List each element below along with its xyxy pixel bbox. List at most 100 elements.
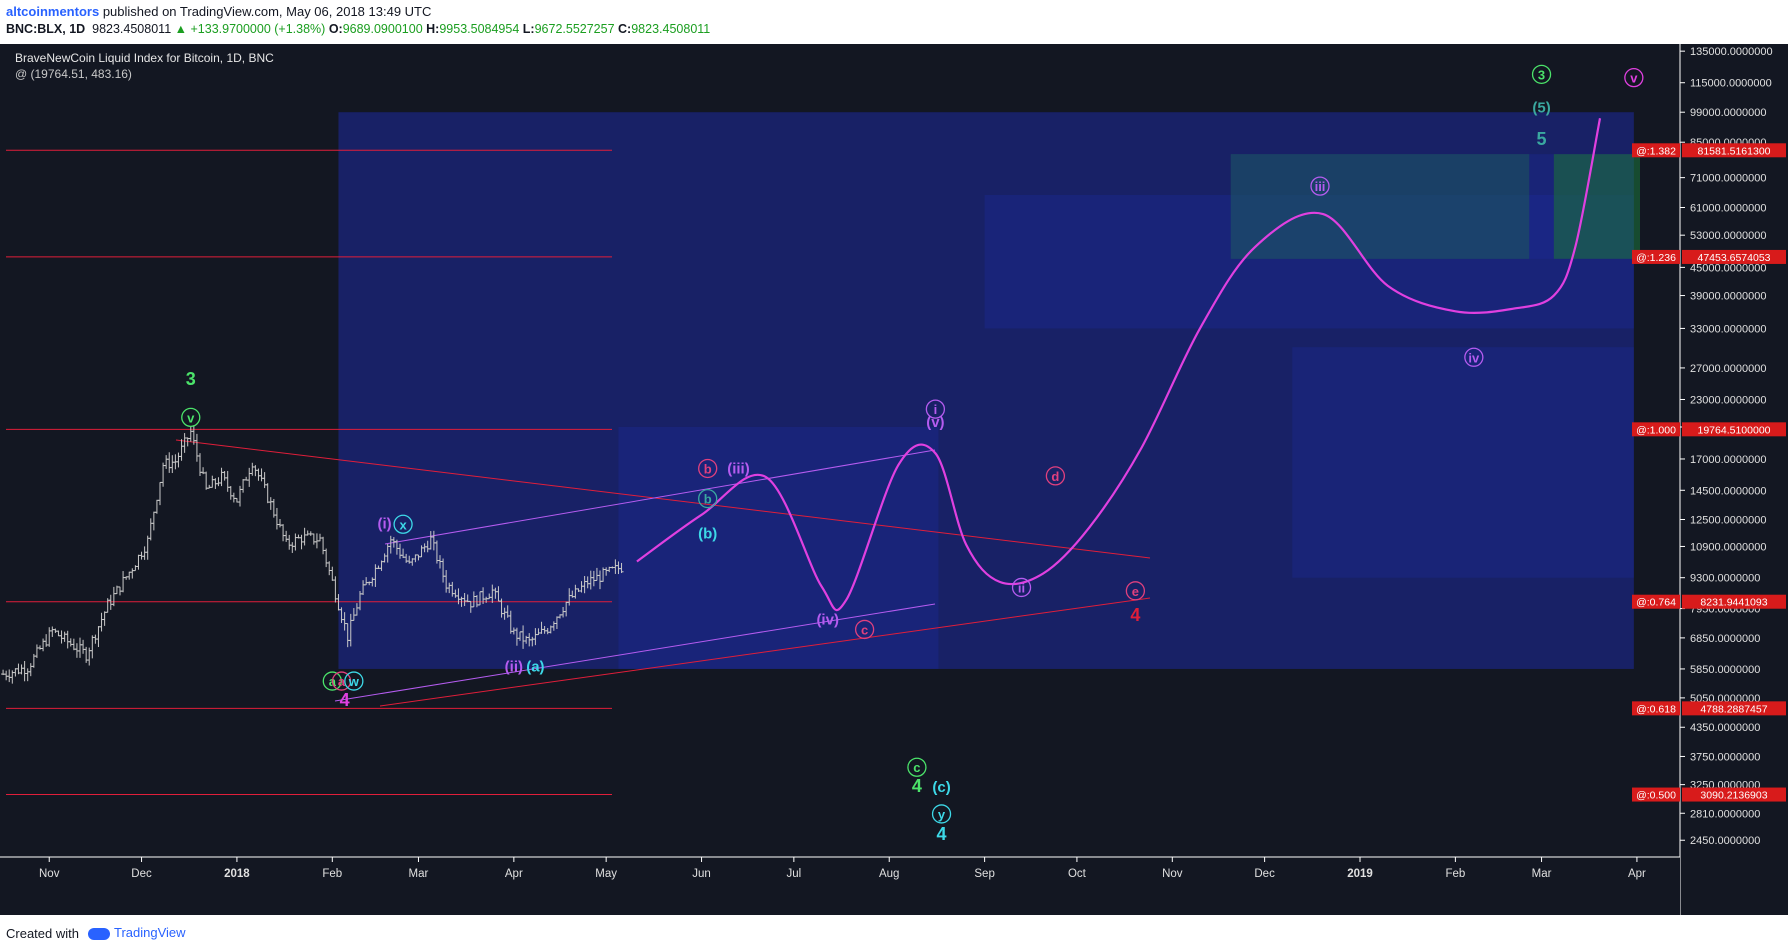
y-tick-label: 33000.0000000	[1690, 323, 1766, 335]
chart-header: altcoinmentors published on TradingView.…	[0, 0, 1788, 44]
y-tick-label: 6850.0000000	[1690, 633, 1760, 645]
fib-ratio-label: @:0.500	[1636, 790, 1676, 802]
y-tick-label: 12500.0000000	[1690, 514, 1766, 526]
x-tick-label: May	[595, 868, 617, 880]
fib-value-badge	[1682, 701, 1786, 716]
time-axis: Nov Dec 2018 Feb Mar Apr May Jun Jul Aug Sep Oct Nov…	[39, 857, 1646, 880]
wave-label: (iv)	[816, 612, 839, 629]
chart-footer: Created with TradingView	[0, 915, 1788, 951]
ohlc-line: BNC:BLX, 1D 9823.4508011 ▲ +133.9700000 …	[6, 22, 710, 36]
fib-value-label: 81581.5161300	[1698, 145, 1771, 157]
fib-ratio-badge	[1632, 787, 1680, 802]
projection-box	[1230, 154, 1530, 259]
wave-label: iii	[1315, 179, 1326, 194]
high-label: H:	[426, 22, 440, 36]
wave-label: ii	[1018, 580, 1025, 595]
y-tick-label: 135000.0000000	[1690, 46, 1773, 58]
wave-label: e	[1132, 584, 1139, 599]
trendline-upper-purple	[384, 449, 936, 545]
y-tick-label: 39000.0000000	[1690, 291, 1766, 303]
x-tick-label: Jul	[786, 868, 801, 880]
y-tick-label: 61000.0000000	[1690, 203, 1766, 215]
y-tick-label: 2810.0000000	[1690, 808, 1760, 820]
close-value: 9823.4508011	[631, 22, 711, 36]
published-text: published on TradingView.com, May 06, 20…	[102, 4, 432, 19]
high-value: 9953.5084954	[439, 22, 520, 36]
projection-curve	[636, 118, 1602, 612]
y-tick-label: 4350.0000000	[1690, 722, 1760, 734]
projection-box	[618, 426, 939, 669]
x-tick-label: Dec	[1254, 868, 1275, 880]
fib-ratio-badge	[1632, 143, 1680, 158]
y-tick-label: 9300.0000000	[1690, 573, 1760, 585]
time-axis-panel[interactable]	[0, 857, 1680, 915]
x-tick-label: Oct	[1068, 868, 1087, 880]
wave-label-circle	[1624, 67, 1644, 88]
wave-label: v	[187, 410, 195, 425]
chart-area[interactable]: 3 v (i) x a a w 4 (ii) (a) b (iii) b (b) (iv) c i (v) c 4 (c…	[0, 44, 1788, 915]
wave-label: a	[338, 674, 346, 689]
tradingview-brand-label: TradingView	[114, 925, 186, 940]
y-tick-label: 45000.0000000	[1690, 262, 1766, 274]
wave-label-circle	[181, 407, 201, 428]
low-label: L:	[522, 22, 535, 36]
candles	[1, 425, 624, 684]
trendline-upper-red	[175, 439, 1151, 559]
x-tick-label: Feb	[1445, 868, 1465, 880]
tradingview-logo-icon	[88, 927, 110, 940]
price-axis-panel[interactable]	[1680, 44, 1788, 915]
wave-label: (ii)	[505, 659, 523, 676]
fib-ratio-badge	[1632, 594, 1680, 609]
fib-ratio-label: @:0.764	[1636, 597, 1676, 609]
wave-label-circle	[1125, 581, 1146, 601]
last-price: 9823.4508011	[92, 22, 172, 36]
wave-label: (i)	[378, 516, 392, 533]
price-chart[interactable]: 3v(i) xa a w4(ii) (a)b (iii)b(b)(iv)ci(v)c4 (c…	[0, 44, 1788, 915]
x-tick-label: 2018	[224, 868, 250, 880]
fib-ratio-label: @:1.382	[1636, 145, 1676, 157]
wave-label-circle	[931, 804, 952, 824]
chart-title: BraveNewCoin Liquid Index for Bitcoin, 1…	[15, 51, 274, 65]
fib-value-label: 3090.2136903	[1700, 790, 1767, 802]
tradingview-brand[interactable]: TradingView	[88, 925, 186, 940]
wave-label-circle	[1045, 466, 1066, 486]
created-with-text: Created with	[6, 926, 79, 941]
wave-label: (v)	[926, 414, 944, 431]
wave-label-circle	[698, 458, 718, 479]
wave-label-circle	[698, 488, 718, 509]
fib-ratio-badge	[1632, 701, 1680, 716]
wave-label: 3	[1538, 67, 1545, 82]
wave-label: iv	[1468, 350, 1480, 365]
projection-box	[1292, 347, 1634, 578]
wave-label: c	[913, 760, 920, 775]
wave-label-circle	[393, 514, 413, 534]
fib-value-badge	[1682, 787, 1786, 802]
wave-label: 4	[340, 690, 350, 710]
y-tick-label: 2450.0000000	[1690, 835, 1760, 847]
close-label: C:	[618, 22, 632, 36]
wave-label: c	[861, 622, 868, 637]
x-tick-label: Mar	[1532, 868, 1552, 880]
fib-ratio-label: @:1.236	[1636, 252, 1676, 264]
fib-value-badge	[1682, 249, 1786, 264]
publish-line: altcoinmentors published on TradingView.…	[6, 4, 431, 19]
author-link[interactable]: altcoinmentors	[6, 4, 100, 19]
wave-label: (a)	[526, 659, 544, 676]
wave-label: d	[1051, 469, 1059, 484]
fib-value-badge	[1682, 143, 1786, 158]
wave-label: v	[1630, 71, 1638, 86]
wave-label: (c)	[932, 779, 950, 796]
x-tick-label: Feb	[322, 868, 342, 880]
wave-label: y	[938, 807, 946, 822]
fib-ratio-badge	[1632, 422, 1680, 437]
wave-label: (iii)	[727, 460, 750, 477]
y-tick-label: 27000.0000000	[1690, 363, 1766, 375]
price-axis: 135000.0000000 115000.0000000 99000.000000…	[1680, 46, 1773, 847]
wave-label-circle	[1531, 64, 1552, 84]
wave-label: b	[704, 461, 712, 476]
wave-label: (b)	[698, 526, 717, 543]
x-tick-label: Apr	[505, 868, 523, 880]
wave-label: 4	[1130, 605, 1140, 625]
y-tick-label: 99000.0000000	[1690, 107, 1766, 119]
wave-label-circle	[854, 619, 875, 640]
